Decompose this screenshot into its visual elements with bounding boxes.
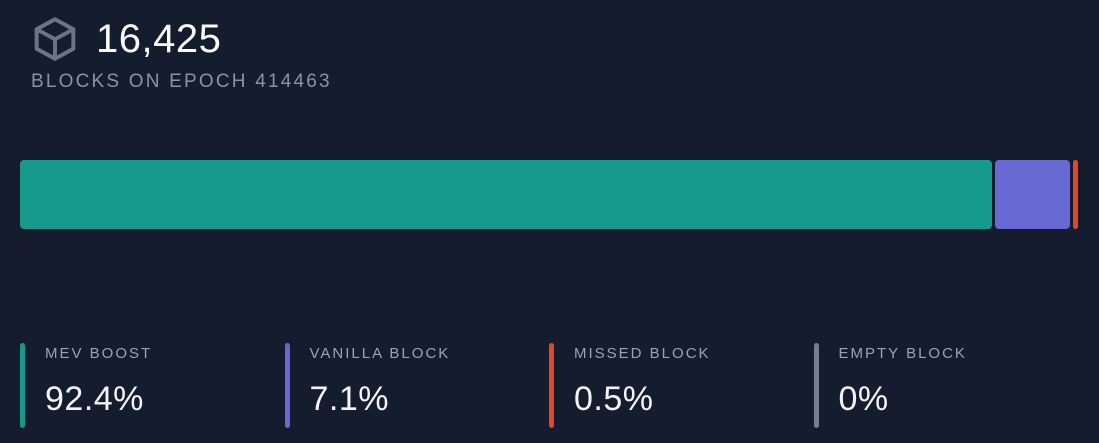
bar-segment-mev-boost[interactable] [20,160,993,229]
legend-value: 0.5% [574,380,654,418]
legend-item-vanilla-block: VANILLA BLOCK 7.1% [284,343,550,428]
legend-label: VANILLA BLOCK [309,345,451,362]
legend-value: 92.4% [45,380,144,418]
legend-label: EMPTY BLOCK [838,345,967,362]
stacked-bar [20,160,1078,229]
legend-text: MEV BOOST 92.4% [45,343,152,428]
legend-label: MISSED BLOCK [574,345,711,362]
card-subtitle: BLOCKS ON EPOCH 414463 [31,71,332,92]
legend-item-mev-boost: MEV BOOST 92.4% [20,343,285,428]
legend-text: EMPTY BLOCK 0% [839,343,967,428]
legend-item-missed-block: MISSED BLOCK 0.5% [549,343,814,428]
legend-item-empty-block: EMPTY BLOCK 0% [813,343,1079,428]
legend-value: 7.1% [309,380,389,418]
legend: MEV BOOST 92.4% VANILLA BLOCK 7.1% MISSE… [20,343,1078,428]
legend-text: VANILLA BLOCK 7.1% [310,343,451,428]
legend-tick-vanilla-block [284,343,290,428]
bar-segment-missed-block[interactable] [1072,160,1078,229]
bar-segment-vanilla-block[interactable] [995,160,1070,229]
card-header: 16,425 [30,13,221,65]
cube-icon [30,14,80,64]
legend-label: MEV BOOST [45,345,153,362]
legend-text: MISSED BLOCK 0.5% [574,343,711,428]
legend-tick-missed-block [549,343,554,428]
legend-tick-empty-block [813,343,819,428]
legend-value: 0% [838,380,889,418]
legend-tick-mev-boost [20,343,25,428]
blocks-count: 16,425 [96,17,222,61]
